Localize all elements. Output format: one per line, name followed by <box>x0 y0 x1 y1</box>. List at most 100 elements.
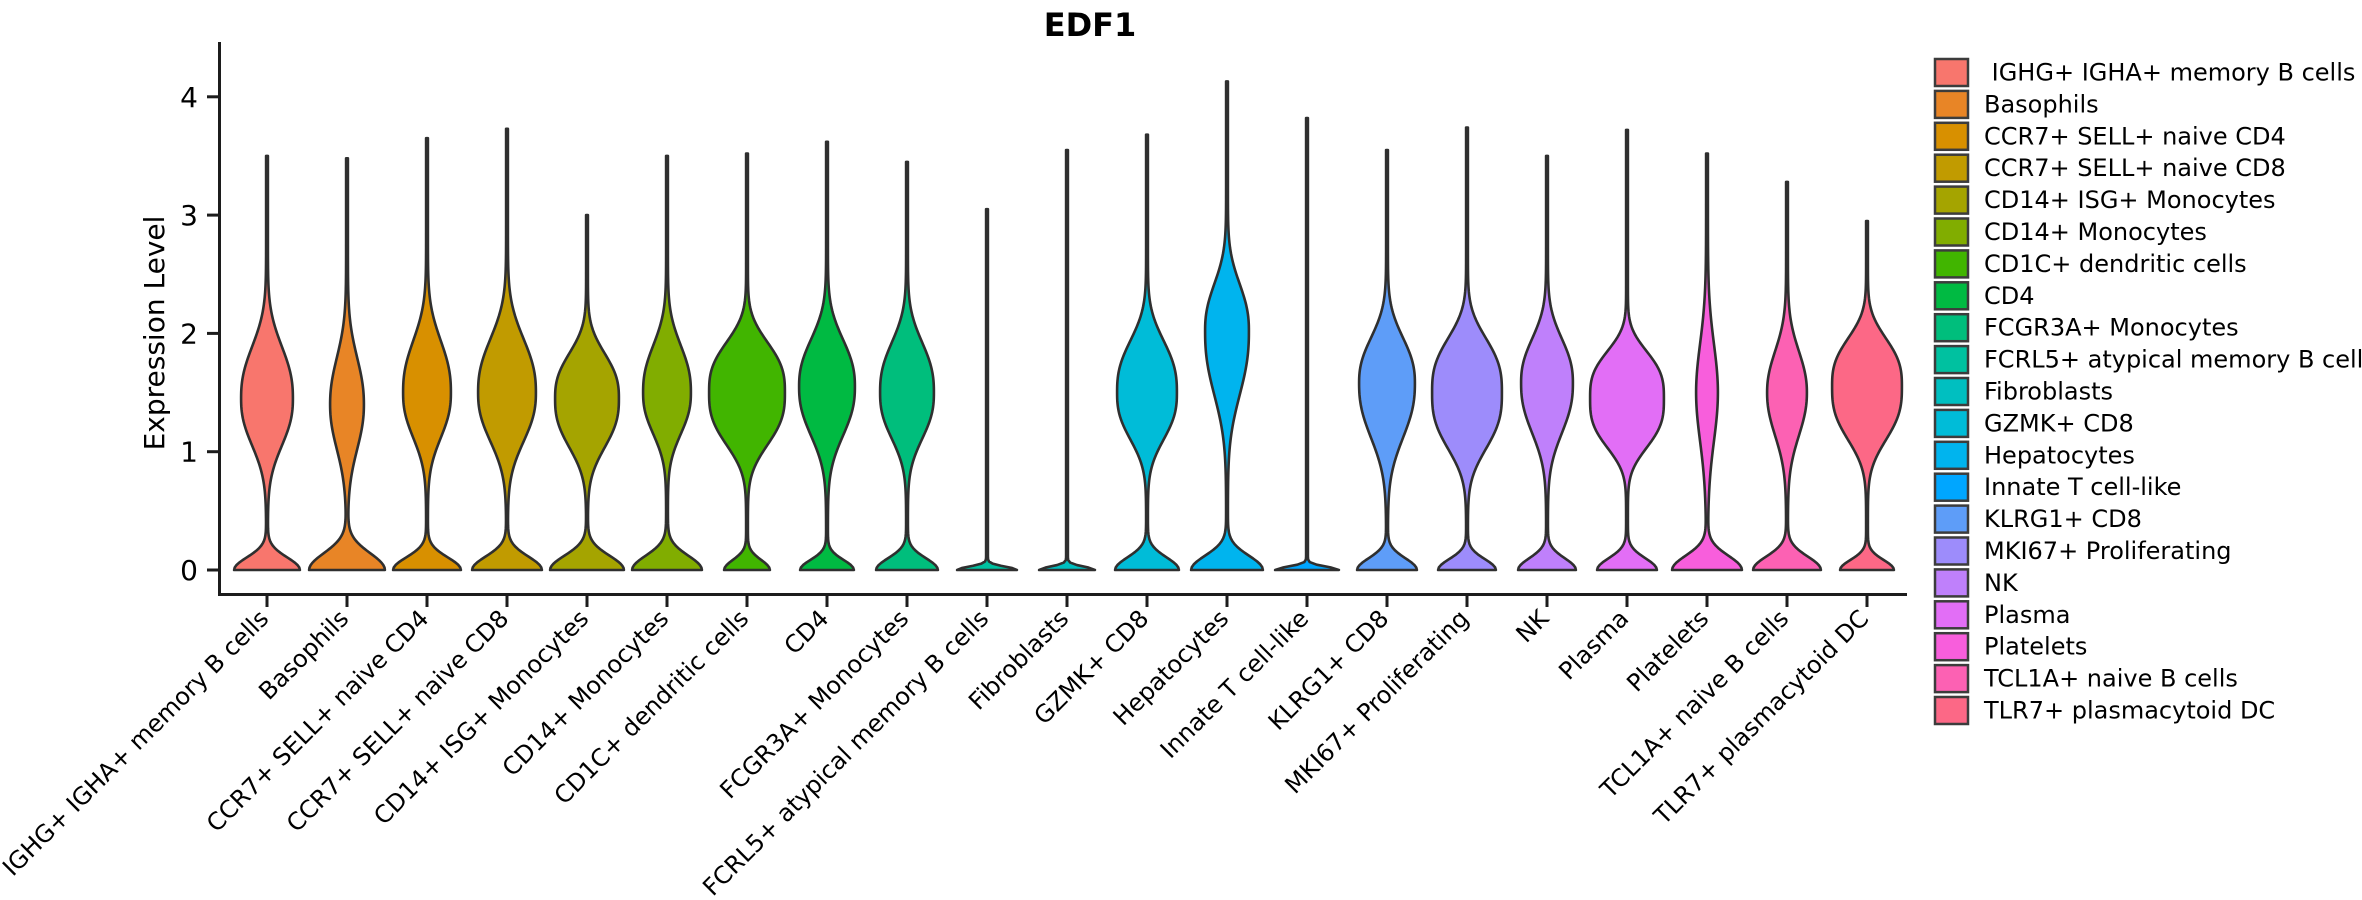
legend-label: GZMK+ CD8 <box>1984 409 2134 437</box>
legend-swatch <box>1933 504 1970 534</box>
violin-shape <box>307 157 387 572</box>
legend-item: GZMK+ CD8 <box>1933 408 2134 439</box>
legend-swatch <box>1933 663 1970 694</box>
legend-label: FCRL5+ atypical memory B cells <box>1984 346 2362 374</box>
x-axis-label: IGHG+ IGHA+ memory B cells <box>0 604 274 881</box>
legend-item: MKI67+ Proliferating <box>1933 536 2232 566</box>
legend: IGHG+ IGHA+ memory B cells Basophils CCR7+… <box>1933 57 2362 726</box>
legend-label: CCR7+ SELL+ naive CD8 <box>1984 154 2286 182</box>
legend-label: FCGR3A+ Monocytes <box>1984 314 2239 342</box>
legend-swatch <box>1933 249 1970 279</box>
legend-label: CD4 <box>1984 282 2035 310</box>
legend-item: TCL1A+ naive B cells <box>1933 663 2238 694</box>
legend-item: KLRG1+ CD8 <box>1933 504 2142 534</box>
legend-item: CCR7+ SELL+ naive CD8 <box>1933 153 2286 183</box>
violin-shape <box>548 213 626 572</box>
y-tick-label: 3 <box>180 199 198 232</box>
legend-item: CD14+ ISG+ Monocytes <box>1933 185 2276 215</box>
legend-item: Innate T cell-like <box>1933 472 2181 502</box>
legend-label: Basophils <box>1984 90 2099 118</box>
violin-shape <box>955 207 1019 572</box>
legend-swatch <box>1933 57 1970 88</box>
violin-shape <box>1670 152 1744 572</box>
legend-label: CCR7+ SELL+ naive CD4 <box>1984 122 2286 150</box>
legend-item: FCRL5+ atypical memory B cells <box>1933 344 2362 375</box>
violin-shape <box>1588 128 1666 572</box>
legend-item: Platelets <box>1933 631 2087 662</box>
legend-label: NK <box>1984 569 2019 597</box>
violins <box>232 80 1904 572</box>
legend-label: Hepatocytes <box>1984 441 2135 469</box>
y-tick-label: 2 <box>180 317 198 350</box>
violin-shape <box>1516 154 1578 572</box>
legend-swatch <box>1933 472 1970 502</box>
legend-swatch <box>1933 153 1970 183</box>
violin-shape <box>707 152 787 572</box>
legend-item: CD14+ Monocytes <box>1933 217 2207 247</box>
legend-item: Hepatocytes <box>1933 440 2135 471</box>
y-tick-label: 4 <box>180 81 198 114</box>
legend-swatch <box>1933 568 1970 598</box>
legend-item: CD1C+ dendritic cells <box>1933 249 2247 279</box>
violin-shape <box>391 136 463 572</box>
legend-item: CD4 <box>1933 281 2035 311</box>
legend-swatch <box>1933 121 1970 152</box>
violin-shape <box>232 154 302 572</box>
legend-item: Plasma <box>1933 600 2070 630</box>
legend-item: NK <box>1933 568 2019 598</box>
x-axis-label: FCRL5+ atypical memory B cells <box>697 604 994 900</box>
legend-label: MKI67+ Proliferating <box>1984 537 2232 565</box>
legend-swatch <box>1933 631 1970 662</box>
x-axis-label: NK <box>1511 604 1556 649</box>
legend-swatch <box>1933 536 1970 566</box>
legend-label: TLR7+ plasmacytoid DC <box>1983 697 2275 725</box>
legend-item: FCGR3A+ Monocytes <box>1933 312 2239 343</box>
legend-swatch <box>1933 344 1970 375</box>
legend-label: Plasma <box>1984 601 2070 629</box>
violin-shape <box>470 127 544 572</box>
legend-item: CCR7+ SELL+ naive CD4 <box>1933 121 2286 152</box>
legend-label: Innate T cell-like <box>1984 473 2181 501</box>
legend-swatch <box>1933 440 1970 471</box>
x-axis-label: Innate T cell-like <box>1155 604 1314 763</box>
legend-label: CD1C+ dendritic cells <box>1984 250 2247 278</box>
legend-label: CD14+ ISG+ Monocytes <box>1984 186 2276 214</box>
legend-item: Fibroblasts <box>1933 376 2113 407</box>
legend-swatch <box>1933 217 1970 247</box>
chart-title: EDF1 <box>1044 6 1137 44</box>
legend-swatch <box>1933 376 1970 407</box>
legend-swatch <box>1933 89 1970 120</box>
legend-swatch <box>1933 695 1970 726</box>
legend-label: Fibroblasts <box>1984 378 2113 406</box>
legend-swatch <box>1933 185 1970 215</box>
violin-shape <box>1189 80 1265 572</box>
legend-item: TLR7+ plasmacytoid DC <box>1933 695 2275 726</box>
x-axis-label: Plasma <box>1553 604 1634 685</box>
violin-shape <box>630 154 704 572</box>
legend-item: Basophils <box>1933 89 2099 120</box>
legend-label: Platelets <box>1984 633 2087 661</box>
y-tick-label: 0 <box>180 554 198 587</box>
legend-item: IGHG+ IGHA+ memory B cells <box>1933 57 2355 88</box>
legend-label: KLRG1+ CD8 <box>1984 505 2142 533</box>
violin-shape <box>1430 126 1504 572</box>
violin-shape <box>797 140 857 572</box>
legend-swatch <box>1933 281 1970 311</box>
legend-label: CD14+ Monocytes <box>1984 218 2207 246</box>
legend-swatch <box>1933 312 1970 343</box>
legend-swatch <box>1933 408 1970 439</box>
violin-shape <box>1830 219 1904 572</box>
y-axis-title: Expression Level <box>138 216 171 451</box>
legend-label: TCL1A+ naive B cells <box>1983 665 2238 693</box>
violin-shape <box>1751 180 1823 572</box>
violin-shape <box>1113 133 1181 572</box>
x-axis-label: CD4 <box>779 604 835 660</box>
violin-shape <box>1273 116 1341 572</box>
violin-shape <box>1355 148 1419 572</box>
violin-shape <box>1037 148 1097 572</box>
y-tick-label: 1 <box>180 436 198 469</box>
legend-label: IGHG+ IGHA+ memory B cells <box>1984 59 2355 87</box>
legend-swatch <box>1933 600 1970 630</box>
